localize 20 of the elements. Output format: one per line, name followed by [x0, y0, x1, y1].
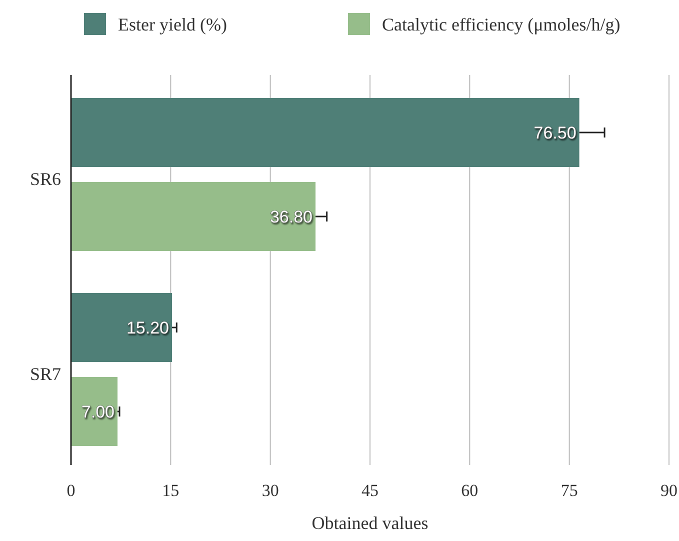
text: 7.00 — [81, 402, 115, 422]
text: 15.20 — [126, 318, 169, 338]
x-tick-label: 75 — [560, 481, 578, 500]
x-tick-label: 0 — [66, 481, 76, 500]
x-tick-label: 60 — [461, 481, 478, 500]
bar — [71, 98, 580, 167]
x-axis-title: Obtained values — [312, 513, 428, 533]
text: 36.80 — [270, 207, 313, 226]
bar — [71, 377, 118, 446]
y-tick-label: SR7 — [30, 364, 61, 384]
x-tick-label: 30 — [262, 481, 279, 500]
y-tick-label: SR6 — [30, 168, 61, 189]
legend-label: Ester yield (%) — [118, 14, 227, 34]
legend-label: Catalytic efficiency (μmoles/h/g) — [382, 14, 620, 34]
bar — [71, 182, 316, 251]
x-tick-label: 90 — [660, 481, 678, 500]
x-tick-label: 15 — [162, 481, 180, 500]
bar — [71, 293, 172, 362]
x-tick-label: 45 — [362, 481, 378, 500]
text: 76.50 — [534, 123, 576, 142]
